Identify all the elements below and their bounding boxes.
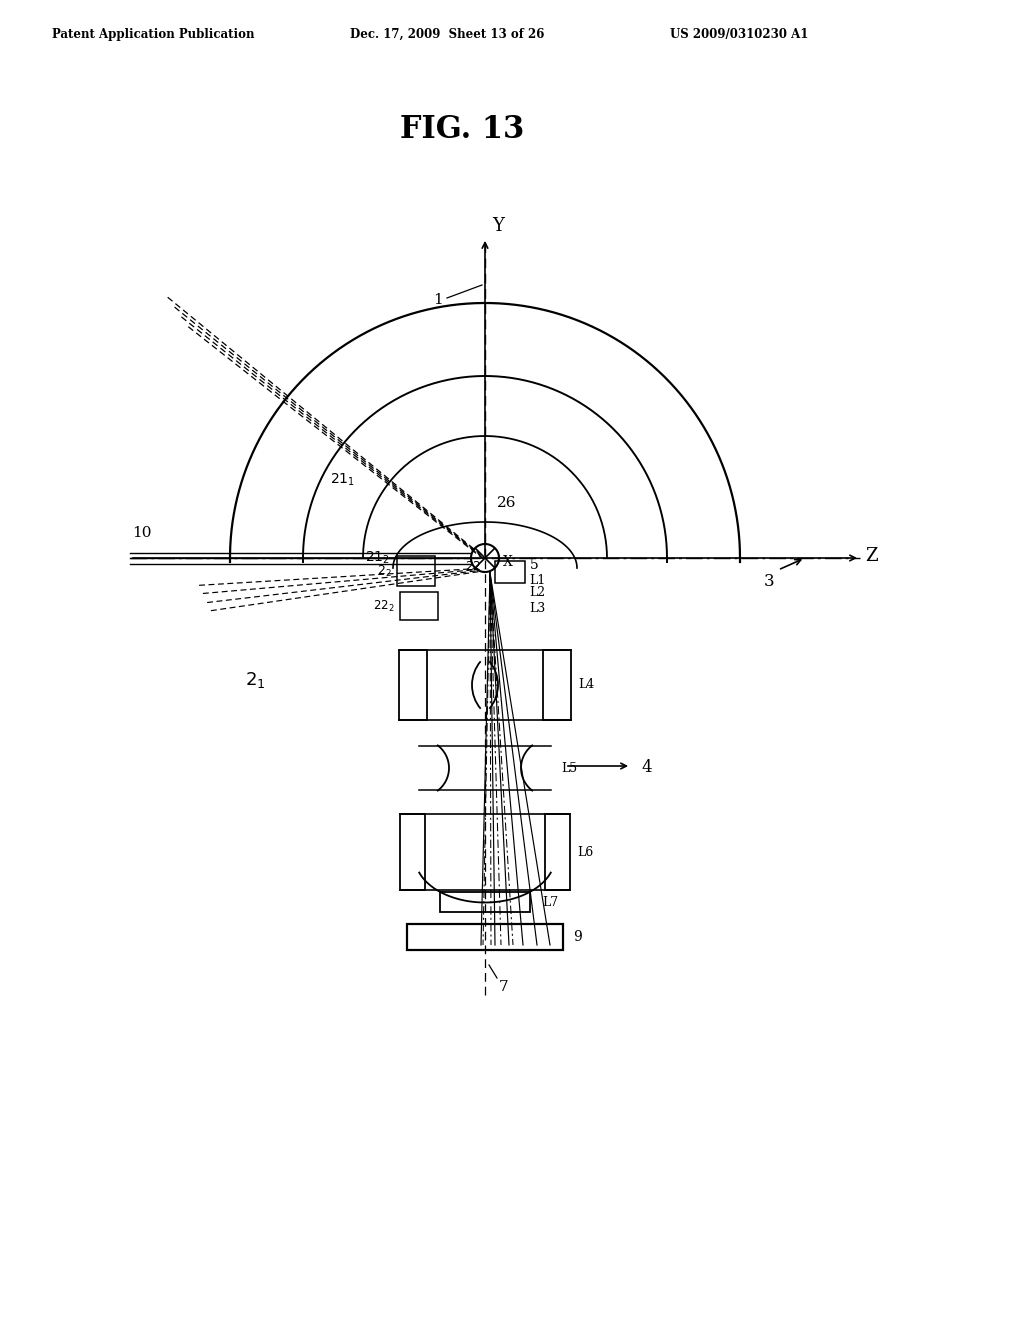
Text: 26: 26 [497, 496, 516, 510]
Text: $21_1$: $21_1$ [330, 471, 355, 488]
Bar [400, 591, 438, 620]
Text: Patent Application Publication: Patent Application Publication [52, 28, 255, 41]
Text: 9: 9 [573, 931, 582, 944]
Bar [495, 561, 525, 583]
Text: 1: 1 [433, 293, 443, 308]
Bar [400, 814, 425, 890]
Text: L4: L4 [578, 678, 594, 692]
Text: 10: 10 [132, 525, 152, 540]
Text: Z: Z [865, 546, 878, 565]
Text: L3: L3 [529, 602, 545, 615]
Text: $22_2$: $22_2$ [374, 598, 395, 614]
Text: 3: 3 [763, 573, 774, 590]
Text: $2_2$: $2_2$ [377, 564, 392, 578]
Bar [407, 924, 563, 950]
Bar [440, 892, 530, 912]
Bar [399, 649, 427, 719]
Text: L1: L1 [529, 573, 545, 586]
Text: Y: Y [492, 216, 504, 235]
Text: L6: L6 [577, 846, 593, 858]
Text: 7: 7 [499, 979, 509, 994]
Text: Dec. 17, 2009  Sheet 13 of 26: Dec. 17, 2009 Sheet 13 of 26 [350, 28, 545, 41]
Text: US 2009/0310230 A1: US 2009/0310230 A1 [670, 28, 808, 41]
Text: FIG. 13: FIG. 13 [399, 115, 524, 145]
Text: $21_2$: $21_2$ [365, 550, 390, 566]
Text: 5: 5 [530, 558, 539, 572]
Bar [543, 649, 571, 719]
Text: L2: L2 [529, 586, 545, 599]
Text: L7: L7 [542, 895, 558, 908]
Text: $2_1$: $2_1$ [245, 671, 265, 690]
Text: 4: 4 [641, 759, 651, 776]
Text: $22$: $22$ [465, 560, 481, 573]
Bar [397, 556, 435, 586]
Text: L5: L5 [561, 762, 578, 775]
Text: X: X [503, 554, 513, 569]
Bar [545, 814, 570, 890]
